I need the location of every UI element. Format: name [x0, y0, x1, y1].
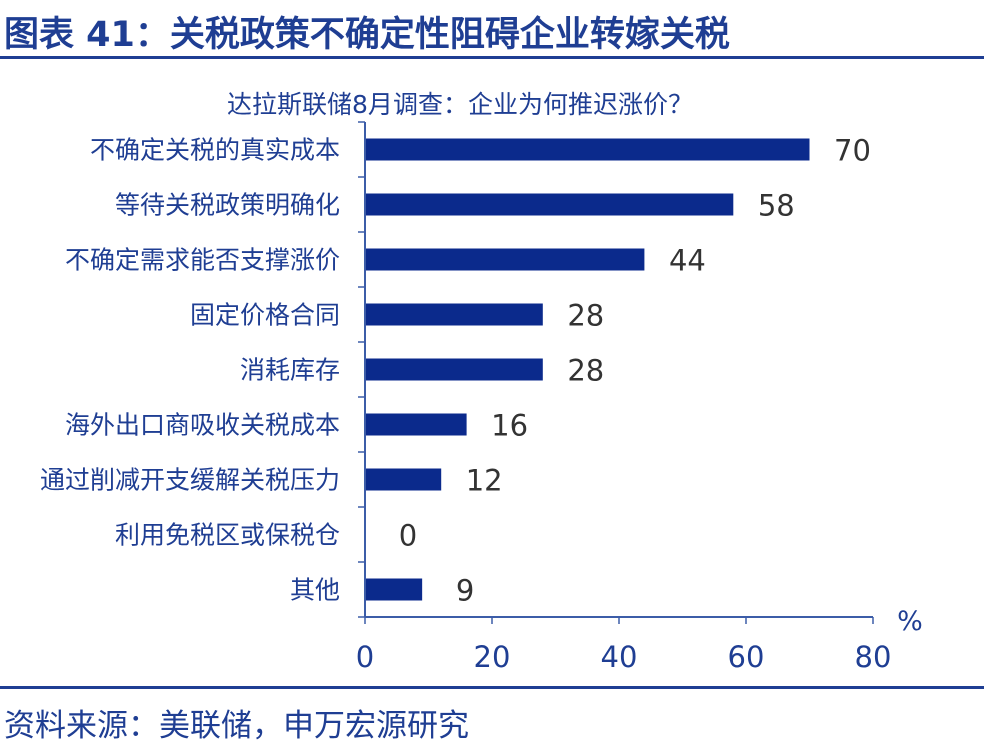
- category-label: 利用免税区或保税仓: [115, 521, 340, 550]
- bar: [365, 248, 645, 271]
- category-label: 固定价格合同: [190, 301, 340, 330]
- value-label: 58: [758, 189, 795, 223]
- value-label: 12: [466, 464, 503, 498]
- bars-group: [365, 138, 810, 601]
- source-note: 资料来源：美联储，申万宏源研究: [4, 708, 469, 744]
- bar: [365, 303, 543, 326]
- x-tick-label: 80: [855, 640, 892, 674]
- category-labels: 不确定关税的真实成本等待关税政策明确化不确定需求能否支撑涨价固定价格合同消耗库存…: [40, 136, 340, 605]
- category-label: 通过削减开支缓解关税压力: [40, 466, 340, 495]
- value-label: 70: [834, 134, 871, 168]
- chart-title: 达拉斯联储8月调查：企业为何推迟涨价？: [227, 90, 693, 119]
- axes: 0 20 40 60 80: [356, 121, 892, 674]
- bar: [365, 138, 810, 161]
- bar: [365, 413, 467, 436]
- value-label: 16: [491, 409, 528, 443]
- bar: [365, 468, 442, 491]
- value-label: 0: [399, 519, 417, 553]
- category-label: 等待关税政策明确化: [115, 191, 340, 220]
- category-label: 其他: [290, 576, 340, 605]
- x-tick-label: 20: [474, 640, 511, 674]
- figure-title: 图表 41：关税政策不确定性阻碍企业转嫁关税: [4, 15, 730, 55]
- value-labels: 70 58 44 28 28 16 12 0 9: [399, 134, 871, 608]
- x-axis-unit: %: [897, 606, 923, 637]
- title-rule: [0, 56, 984, 59]
- value-label: 9: [456, 574, 474, 608]
- bar: [365, 578, 423, 601]
- x-tick-label: 0: [356, 640, 374, 674]
- category-label: 海外出口商吸收关税成本: [65, 411, 340, 440]
- category-label: 不确定关税的真实成本: [90, 136, 340, 165]
- value-label: 28: [567, 299, 604, 333]
- value-label: 28: [567, 354, 604, 388]
- x-tick-label: 60: [728, 640, 765, 674]
- bar-chart: 达拉斯联储8月调查：企业为何推迟涨价？ 不确定关税的真实成本等待关税政策明确化不…: [40, 90, 923, 674]
- bar: [365, 358, 543, 381]
- value-label: 44: [669, 244, 706, 278]
- x-tick-label: 40: [601, 640, 638, 674]
- category-label: 不确定需求能否支撑涨价: [65, 246, 340, 275]
- source-rule: [0, 686, 984, 689]
- category-label: 消耗库存: [240, 356, 340, 385]
- bar: [365, 193, 734, 216]
